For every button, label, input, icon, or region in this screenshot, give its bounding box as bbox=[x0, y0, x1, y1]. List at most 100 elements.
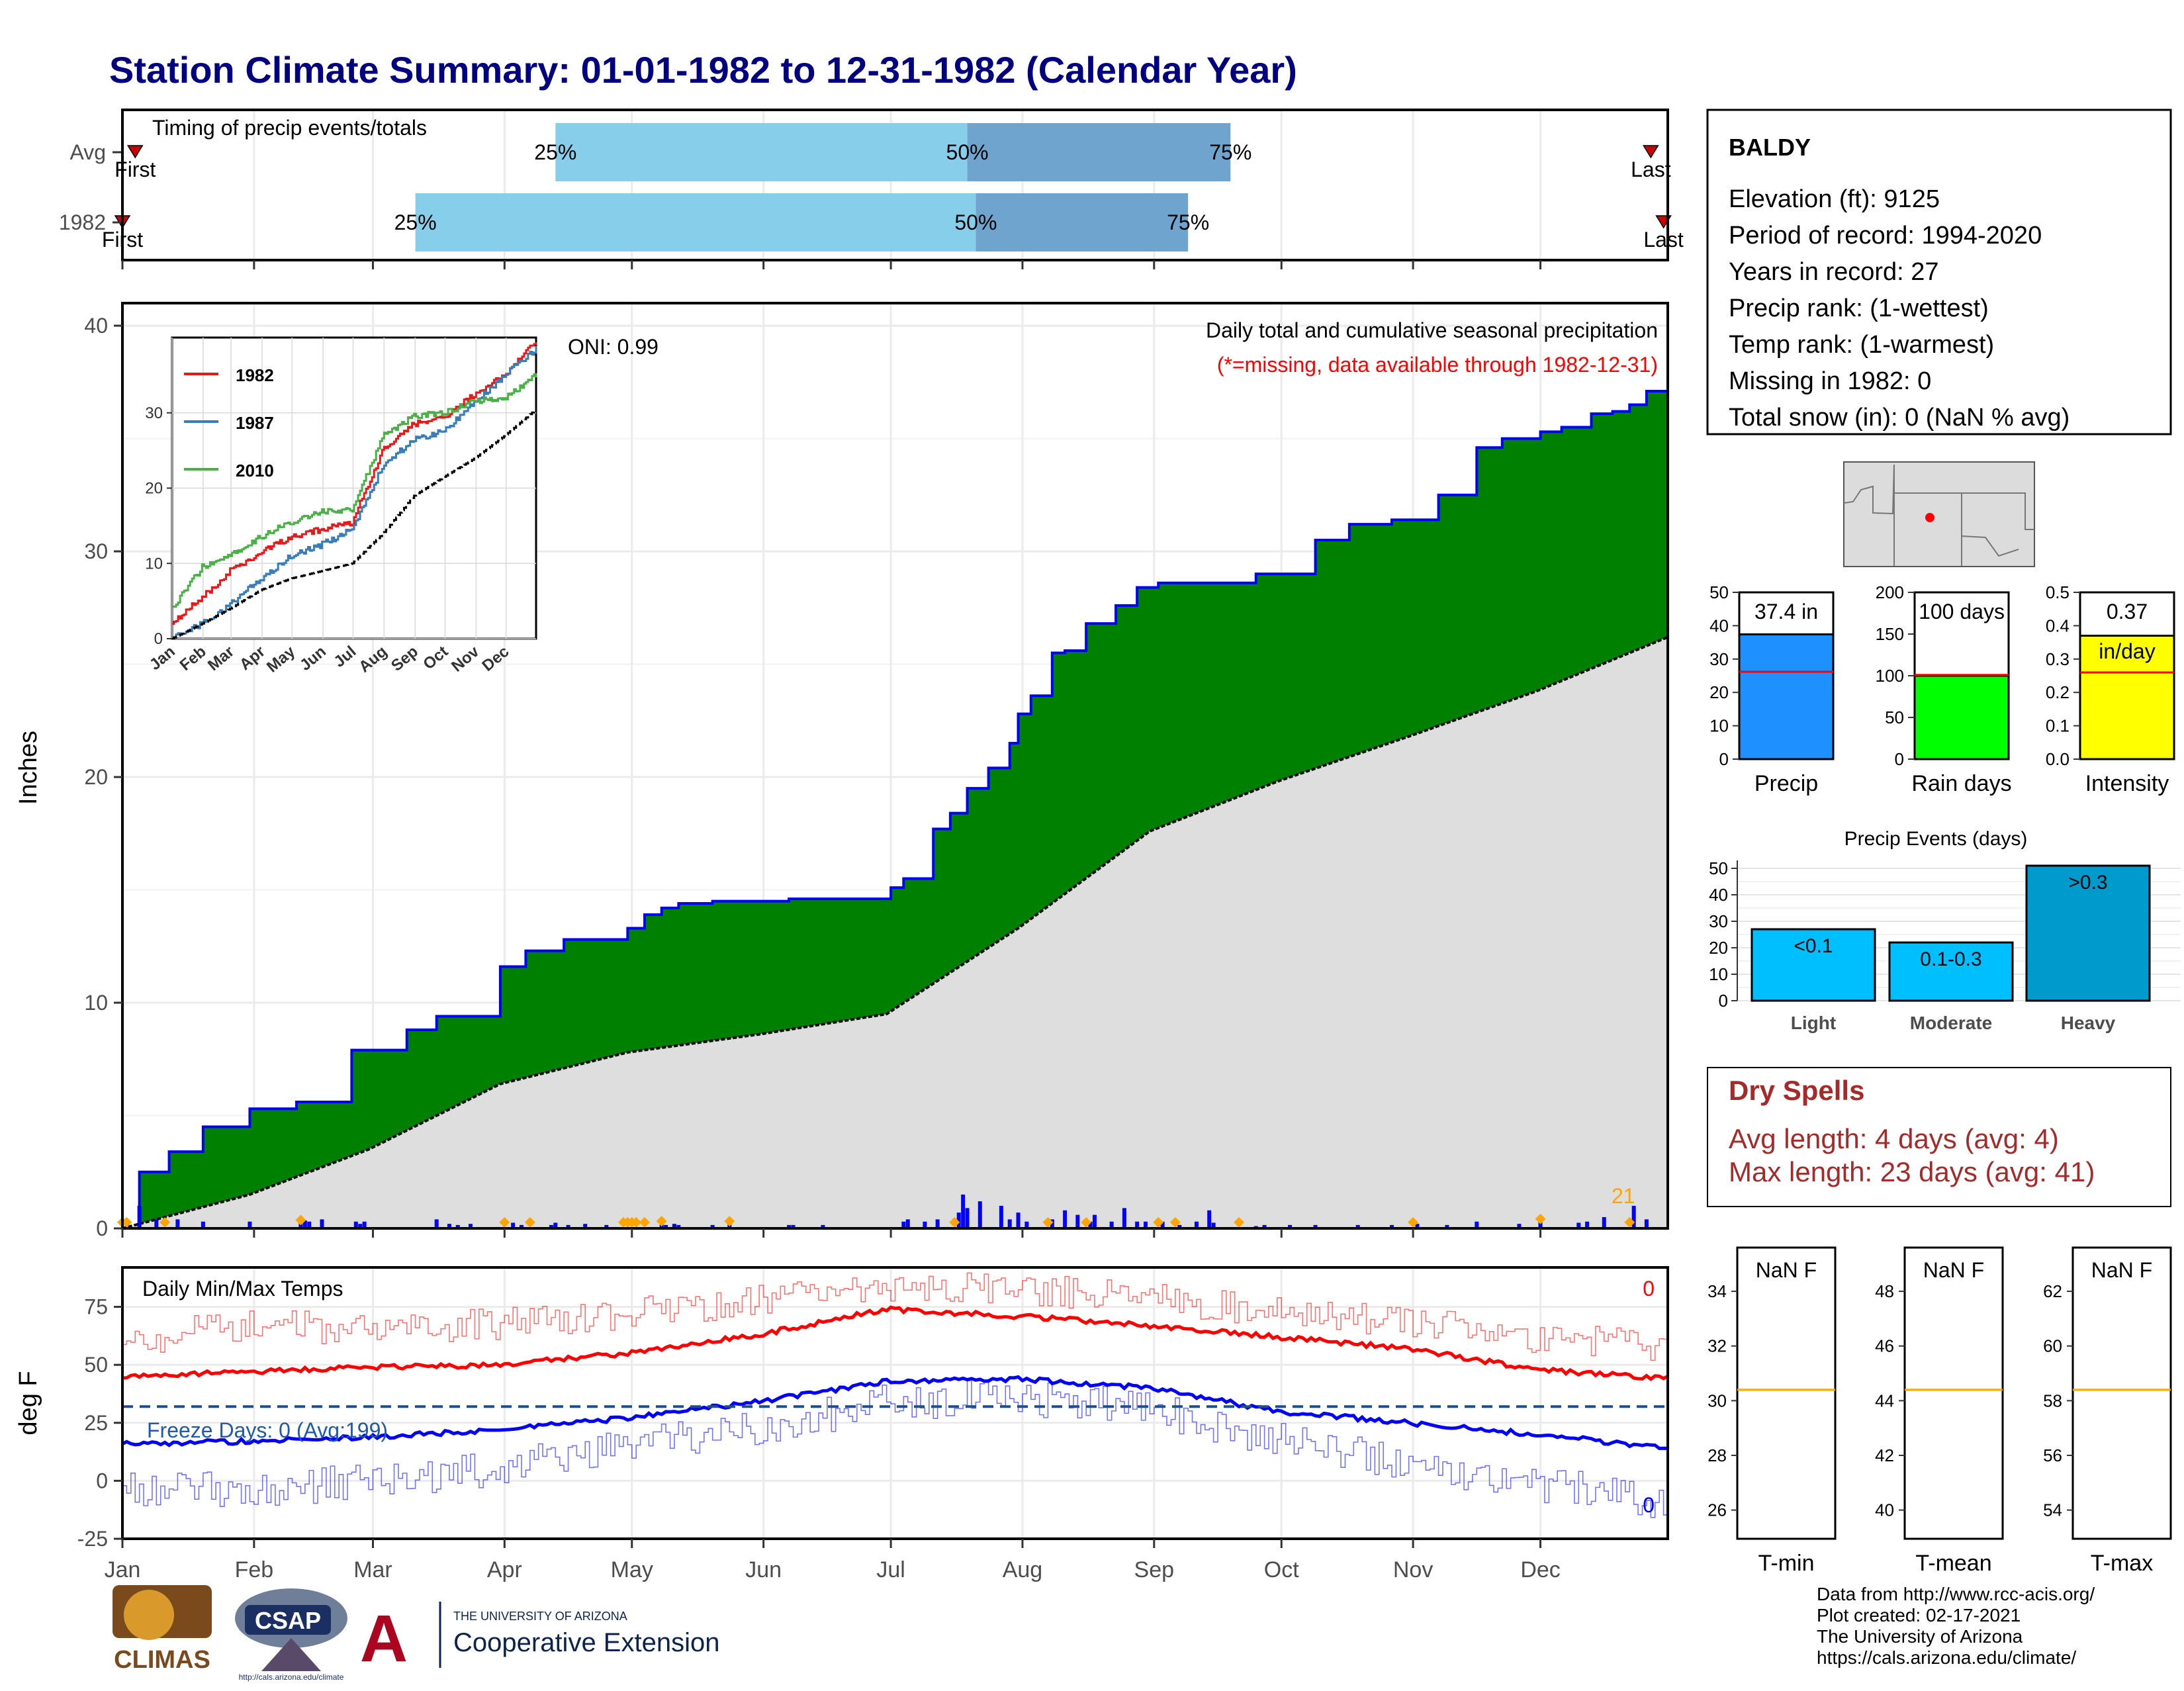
temp-box-value: NaN F bbox=[1756, 1258, 1817, 1282]
csap-url: http://cals.arizona.edu/climate bbox=[239, 1672, 344, 1682]
daily-precip-bar bbox=[1631, 1205, 1636, 1228]
summary-precip-tick-label: 10 bbox=[1709, 716, 1729, 736]
tmax-average-line bbox=[122, 1305, 1669, 1382]
inset-y-tick-label: 20 bbox=[145, 480, 163, 498]
summary-precip-tick-label: 40 bbox=[1709, 616, 1729, 635]
daily-precip-bar bbox=[1288, 1224, 1293, 1228]
daily-precip-bar bbox=[307, 1221, 312, 1228]
daily-precip-bar bbox=[1088, 1221, 1093, 1228]
timing-p75-label: 75% bbox=[1167, 210, 1209, 234]
daily-precip-bar bbox=[956, 1212, 961, 1228]
legend-label-2010: 2010 bbox=[236, 461, 274, 480]
temp-box-tick-label: 60 bbox=[2043, 1336, 2062, 1356]
summary-intensity-unit: in/day bbox=[2099, 639, 2155, 663]
timing-first-label: First bbox=[114, 158, 156, 181]
summary-intensity-tick-label: 0.3 bbox=[2046, 649, 2070, 669]
tmin-observed-line bbox=[122, 1380, 1668, 1518]
daily-marker bbox=[639, 1216, 651, 1228]
temp-background bbox=[122, 1267, 1668, 1539]
daily-precip-bar bbox=[1415, 1224, 1420, 1228]
csap-wordmark: CSAP bbox=[255, 1607, 321, 1634]
timing-last-marker bbox=[1643, 145, 1659, 159]
daily-marker bbox=[1153, 1216, 1164, 1228]
timing-p25-label: 25% bbox=[534, 140, 576, 164]
station-snow: Total snow (in): 0 (NaN % avg) bbox=[1729, 404, 2070, 432]
daily-precip-bar bbox=[175, 1219, 180, 1228]
daily-precip-bar bbox=[1160, 1221, 1165, 1228]
daily-precip-bar bbox=[469, 1224, 473, 1228]
daily-precip-bar bbox=[1177, 1224, 1182, 1228]
events-bar bbox=[1751, 928, 1876, 1002]
temp-label: Daily Min/Max Temps bbox=[142, 1277, 343, 1301]
summary-raindays-tick-label: 200 bbox=[1876, 582, 1904, 602]
climas-sun-icon bbox=[124, 1590, 174, 1640]
legend-label-1982: 1982 bbox=[236, 365, 274, 385]
daily-precip-bar bbox=[1007, 1219, 1012, 1228]
station-missing: Missing in 1982: 0 bbox=[1729, 367, 1931, 395]
dry-avg-length: Avg length: 4 days (avg: 4) bbox=[1729, 1123, 2059, 1154]
daily-precip-bar bbox=[1475, 1221, 1479, 1228]
daily-marker bbox=[724, 1216, 735, 1227]
inset-legend: 1982 1987 2010 bbox=[184, 365, 274, 480]
timing-last-label: Last bbox=[1631, 158, 1671, 181]
tmin-average-line bbox=[121, 1375, 1668, 1451]
inset-average-line bbox=[172, 409, 537, 640]
daily-precip-bar bbox=[320, 1219, 324, 1228]
dry-spells-box: Dry Spells Avg length: 4 days (avg: 4) M… bbox=[1707, 1067, 2171, 1207]
dry-frame bbox=[1707, 1067, 2171, 1207]
daily-precip-bar bbox=[1135, 1221, 1140, 1228]
precip-y-tick-label: 40 bbox=[84, 314, 108, 338]
daily-precip-bar bbox=[1262, 1224, 1267, 1228]
station-precip-rank: Precip rank: (1-wettest) bbox=[1729, 295, 1989, 322]
daily-marker bbox=[1535, 1213, 1546, 1224]
daily-precip-bar bbox=[455, 1224, 460, 1228]
temp-summary-boxes: NaN F 26 28 30 32 34 T-min NaN F 40 42 44 46 48 T-mea… bbox=[1707, 1246, 2172, 1576]
temp-box-tick-label: 44 bbox=[1875, 1391, 1894, 1410]
temp-axis: -25 0 25 50 75 Jan Feb Mar Apr May Jun Jul Aug Sep Oct… bbox=[77, 1295, 1561, 1582]
temp-box-tick-label: 42 bbox=[1875, 1445, 1894, 1465]
daily-precip-bar bbox=[1517, 1224, 1522, 1228]
daily-precip-bar bbox=[965, 1208, 970, 1228]
events-chart: <0.1 Light 0.1-0.3 Moderate >0.3 Heavy 0 10 20 30… bbox=[1709, 858, 2181, 1033]
daily-precip-bar bbox=[549, 1224, 553, 1228]
precip-y-tick-label: 30 bbox=[84, 539, 108, 563]
events-bar-label: <0.1 bbox=[1794, 935, 1833, 957]
daily-precip-bar bbox=[1211, 1222, 1216, 1228]
inset-series-line bbox=[172, 373, 537, 608]
daily-precip-bar bbox=[791, 1224, 796, 1228]
daily-precip-bar bbox=[787, 1224, 792, 1228]
events-y-tick-label: 30 bbox=[1709, 911, 1728, 931]
timing-label: Timing of precip events/totals bbox=[152, 116, 427, 140]
events-bar-label: >0.3 bbox=[2068, 872, 2107, 893]
daily-precip-bar bbox=[935, 1219, 940, 1228]
temp-gridlines bbox=[121, 1267, 1668, 1540]
temp-box-tick-label: 48 bbox=[1875, 1281, 1894, 1301]
daily-precip-bar bbox=[901, 1221, 906, 1228]
daily-precip-bar bbox=[1355, 1224, 1360, 1228]
events-panel: Precip Events (days) <0.1 Light 0.1-0.3 Mod… bbox=[1709, 828, 2181, 1033]
map-border-south bbox=[1961, 535, 2019, 557]
daily-marker bbox=[631, 1216, 642, 1228]
daily-marker bbox=[295, 1214, 306, 1226]
daily-marker bbox=[1042, 1216, 1054, 1228]
month-label: Mar bbox=[353, 1557, 392, 1582]
daily-precip-bar bbox=[353, 1221, 358, 1228]
daily-precip-bar bbox=[154, 1219, 159, 1228]
daily-precip-bar bbox=[362, 1221, 367, 1228]
summary-precip-tick-label: 20 bbox=[1709, 682, 1729, 702]
daily-precip-bar bbox=[604, 1224, 609, 1228]
summary-precip-bar bbox=[1738, 633, 1835, 760]
month-label: Oct bbox=[1264, 1557, 1299, 1582]
events-title: Precip Events (days) bbox=[1844, 828, 2028, 850]
temp-y-tick-label: 0 bbox=[96, 1469, 108, 1492]
temp-y-tick-label: 25 bbox=[84, 1411, 108, 1435]
freeze-days-label: Freeze Days: 0 (Avg:199) bbox=[147, 1418, 388, 1442]
timing-last-label: Last bbox=[1643, 228, 1684, 251]
summary-intensity-tick-label: 0.4 bbox=[2046, 616, 2070, 635]
temp-box-tick-label: 46 bbox=[1875, 1336, 1894, 1356]
tmin-count-label: 0 bbox=[1643, 1493, 1655, 1517]
events-bar bbox=[2025, 864, 2151, 1002]
timing-p75-label: 75% bbox=[1209, 140, 1251, 164]
